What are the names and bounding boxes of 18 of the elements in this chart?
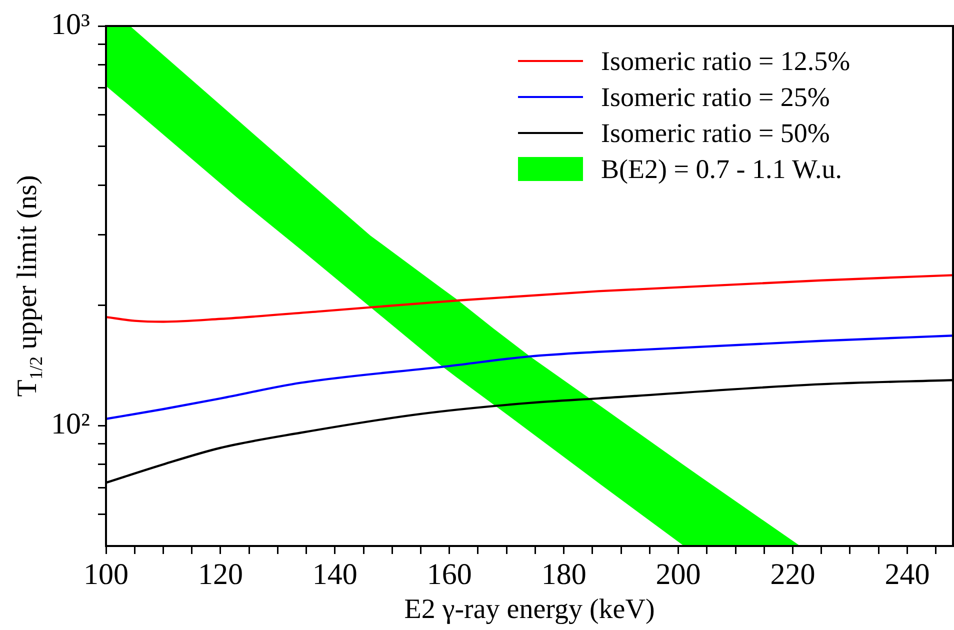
- line-series: [106, 334, 953, 420]
- legend-label: Isomeric ratio = 50%: [601, 118, 830, 148]
- x-tick-label: 100: [84, 558, 128, 591]
- x-axis-title: E2 γ-ray energy (keV): [404, 594, 655, 625]
- y-axis-title: T1/2 upper limit (ns): [12, 175, 46, 397]
- x-tick-label: 180: [541, 558, 586, 591]
- x-tick-label: 240: [884, 558, 930, 591]
- x-tick-label: 140: [312, 558, 358, 591]
- x-tick-label: 200: [656, 558, 701, 591]
- x-tick-label: 220: [770, 558, 816, 591]
- x-tick-label: 160: [426, 558, 472, 591]
- x-tick-label: 120: [198, 558, 243, 591]
- line-series: [106, 274, 953, 323]
- legend-label: B(E2) = 0.7 - 1.1 W.u.: [601, 154, 842, 184]
- y-tick-label: 10²: [51, 408, 90, 441]
- legend-label: Isomeric ratio = 25%: [601, 82, 830, 112]
- y-tick-label: 10³: [51, 8, 90, 41]
- legend-label: Isomeric ratio = 12.5%: [601, 46, 850, 76]
